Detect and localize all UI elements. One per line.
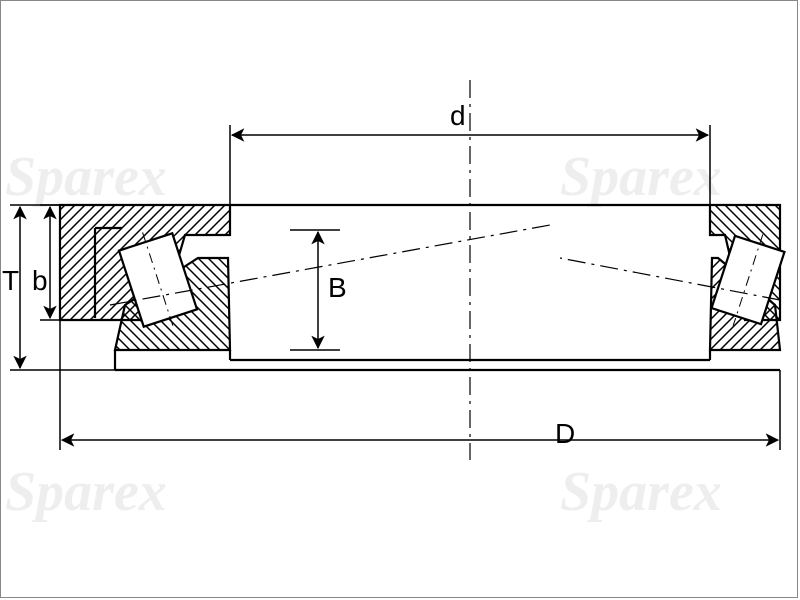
label-d: d (450, 100, 466, 132)
label-T: T (2, 265, 19, 297)
label-D: D (555, 418, 575, 450)
label-b: b (32, 265, 48, 297)
bearing-diagram (0, 0, 800, 600)
label-B: B (328, 272, 347, 304)
